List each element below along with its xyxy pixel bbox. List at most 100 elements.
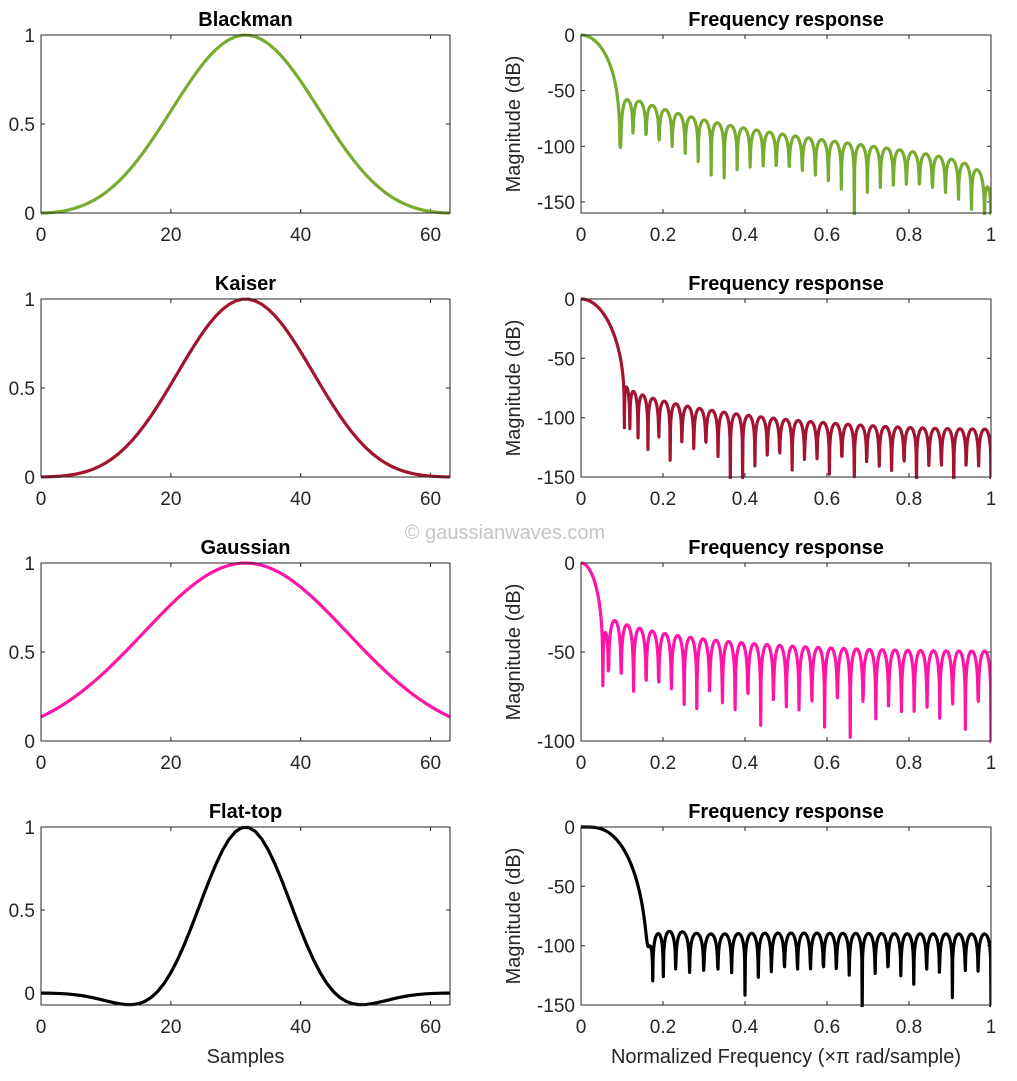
frequency-response-curve [581,297,991,479]
y-tick-label: 0.5 [9,115,35,136]
y-tick-label: -100 [537,137,575,158]
y-tick-label: 1 [24,290,35,311]
x-tick-label: 0 [576,753,587,774]
y-tick-label: 0 [564,554,575,575]
axes-box [580,34,992,214]
x-tick-label: 40 [290,753,311,774]
x-tick-label: 0.8 [896,1017,922,1038]
y-tick-label: 0 [24,468,35,489]
subplot-title: Frequency response [688,273,884,295]
frequency-response-curve [581,33,991,215]
x-axis-label: Samples [207,1046,285,1068]
y-axis-label: Magnitude (dB) [503,584,525,721]
y-axis-label: Magnitude (dB) [503,848,525,985]
subplot-title: Blackman [198,9,293,31]
subplot-6: Frequency response 0 0.2 0.4 0.6 0.8 1 0 -50 -100… [503,537,996,774]
y-tick-label: 1 [24,26,35,47]
y-tick-label: 0 [24,204,35,225]
x-tick-label: 1 [986,753,997,774]
axes-box [580,826,992,1006]
x-tick-label: 40 [290,225,311,246]
y-tick-label: -50 [548,877,575,898]
y-tick-label: 0.5 [9,901,35,922]
subplot-title: Frequency response [688,537,884,559]
x-tick-label: 40 [290,489,311,510]
x-tick-label: 0 [36,1017,47,1038]
subplot-4: Frequency response 0 0.2 0.4 0.6 0.8 1 0 -50 -100… [503,273,996,510]
y-tick-label: -150 [537,468,575,489]
frequency-response-curve [581,825,991,1007]
x-tick-label: 20 [160,225,181,246]
y-tick-label: -100 [537,409,575,430]
y-axis-label: Magnitude (dB) [503,320,525,457]
axes-box [40,562,451,742]
window-curve [41,825,450,1007]
x-tick-label: 40 [290,1017,311,1038]
window-curve [41,297,450,479]
x-tick-label: 0.8 [896,489,922,510]
x-tick-label: 0.8 [896,753,922,774]
x-tick-label: 0.8 [896,225,922,246]
subplot-5: Gaussian 0 20 40 60 0 0.5 1 [9,537,451,774]
x-tick-label: 1 [986,225,997,246]
subplot-title: Frequency response [688,9,884,31]
x-tick-label: 60 [420,1017,441,1038]
x-tick-label: 0.6 [814,1017,840,1038]
y-tick-label: -150 [537,996,575,1017]
x-tick-label: 60 [420,489,441,510]
x-tick-label: 20 [160,489,181,510]
y-tick-label: 0.5 [9,379,35,400]
y-tick-label: -50 [548,82,575,103]
subplot-7: Flat-top 0 20 40 60 0 0.5 1 Samples [9,801,451,1068]
x-tick-label: 20 [160,753,181,774]
subplot-title: Flat-top [209,801,282,823]
x-tick-label: 0.6 [814,225,840,246]
x-tick-label: 0.6 [814,753,840,774]
y-tick-label: -100 [537,732,575,753]
subplot-1: Blackman 0 20 40 60 0 0.5 1 [9,9,451,246]
x-tick-label: 20 [160,1017,181,1038]
x-tick-label: 0.4 [732,1017,759,1038]
subplot-title: Gaussian [200,537,290,559]
axes-box [40,826,451,1006]
y-tick-label: 0 [564,26,575,47]
y-tick-label: 0 [24,732,35,753]
x-tick-label: 0.2 [650,753,676,774]
axes-box [580,562,992,742]
x-tick-label: 0.4 [732,489,759,510]
y-tick-label: -150 [537,193,575,214]
window-curve [41,33,450,215]
subplot-8: Frequency response 0 0.2 0.4 0.6 0.8 1 0 -50 -100… [503,801,996,1068]
x-tick-label: 0.4 [732,753,759,774]
y-tick-label: 1 [24,554,35,575]
y-tick-label: -50 [548,643,575,664]
x-tick-label: 0 [576,225,587,246]
y-tick-label: 0 [564,290,575,311]
y-tick-label: 0 [24,984,35,1005]
subplot-3: Kaiser 0 20 40 60 0 0.5 1 [9,273,451,510]
x-tick-label: 0 [36,489,47,510]
subplot-title: Frequency response [688,801,884,823]
watermark: © gaussianwaves.com [405,522,605,544]
x-tick-label: 0 [36,753,47,774]
axes-box [580,298,992,478]
x-tick-label: 60 [420,225,441,246]
y-axis-label: Magnitude (dB) [503,56,525,193]
subplot-title: Kaiser [215,273,276,295]
y-tick-label: -100 [537,937,575,958]
y-tick-label: 0.5 [9,643,35,664]
axes-box [40,298,451,478]
x-tick-label: 0 [576,1017,587,1038]
subplot-2: Frequency response 0 0.2 0.4 0.6 0.8 1 0 -50 -100… [503,9,996,246]
frequency-response-curve [581,561,991,743]
x-axis-label: Normalized Frequency (×π rad/sample) [611,1046,961,1068]
x-tick-label: 0.2 [650,1017,676,1038]
y-tick-label: 0 [564,818,575,839]
x-tick-label: 0.2 [650,225,676,246]
x-tick-label: 0 [36,225,47,246]
y-tick-label: -50 [548,349,575,370]
x-tick-label: 1 [986,489,997,510]
axes-box [40,34,451,214]
x-tick-label: 60 [420,753,441,774]
